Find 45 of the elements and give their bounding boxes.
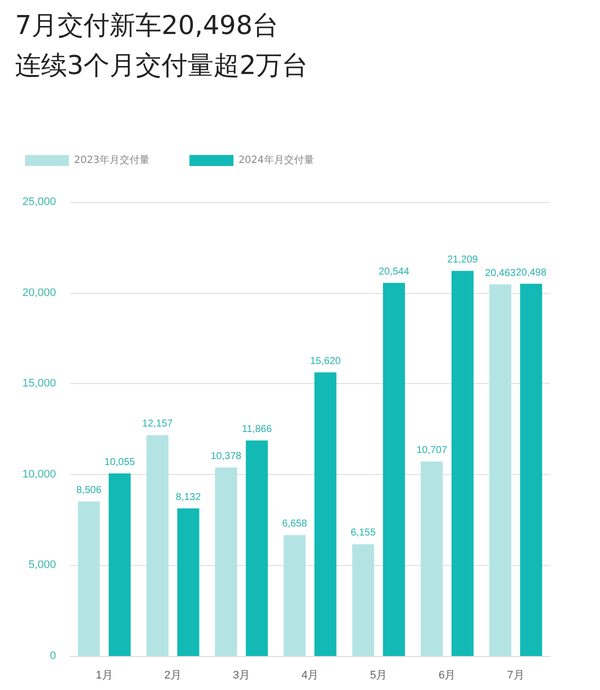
x-tick-label: 6月 — [438, 670, 456, 682]
bar — [177, 508, 200, 656]
x-tick-label: 7月 — [507, 670, 524, 682]
bar — [108, 473, 131, 656]
chart-title: 7月交付新车20,498台 — [15, 11, 279, 41]
y-tick-label: 25,000 — [22, 196, 56, 208]
bar — [489, 284, 512, 656]
bar — [314, 372, 336, 656]
bar — [352, 544, 374, 656]
bar — [382, 282, 405, 656]
chart-subtitle: 连续3个月交付量超2万台 — [15, 51, 308, 81]
bar — [215, 468, 238, 656]
data-label: 11,866 — [242, 424, 272, 436]
data-label: 10,707 — [416, 445, 448, 456]
data-label: 8,132 — [176, 492, 202, 503]
bar — [246, 440, 268, 656]
data-label: 21,209 — [447, 254, 478, 266]
x-tick-label: 5月 — [370, 670, 388, 682]
x-tick-label: 4月 — [301, 670, 319, 682]
y-tick-label: 15,000 — [22, 378, 56, 390]
bar — [78, 502, 100, 656]
data-label: 15,620 — [310, 356, 342, 367]
bar — [146, 435, 168, 656]
bar — [520, 284, 542, 656]
data-label: 12,157 — [142, 418, 174, 430]
bar — [420, 462, 443, 656]
data-label: 10,055 — [104, 456, 136, 468]
y-tick-label: 5,000 — [28, 559, 56, 572]
x-tick-label: 2月 — [164, 670, 182, 682]
bar — [452, 270, 474, 656]
x-tick-label: 1月 — [96, 670, 113, 682]
legend-label: 2024年月交付量 — [238, 154, 314, 166]
data-label: 6,155 — [350, 528, 376, 539]
data-label: 6,658 — [282, 518, 308, 530]
data-label: 20,463 — [485, 268, 516, 279]
y-tick-label: 20,000 — [22, 286, 56, 299]
y-tick-label: 10,000 — [22, 468, 56, 480]
x-tick-label: 3月 — [232, 670, 250, 682]
data-label: 20,544 — [378, 266, 410, 278]
y-tick-label: 0 — [50, 650, 56, 662]
data-label: 8,506 — [76, 485, 102, 496]
data-label: 10,378 — [210, 451, 242, 462]
legend-label: 2023年月交付量 — [74, 154, 150, 166]
bar — [284, 535, 306, 656]
data-label: 20,498 — [516, 267, 547, 278]
